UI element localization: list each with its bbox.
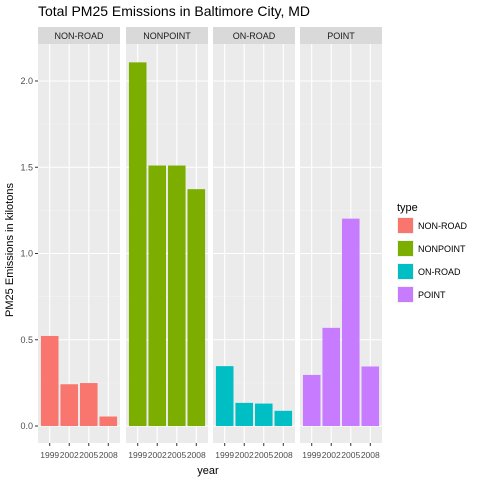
x-tick-label: 2005 (254, 450, 273, 460)
x-tick-label: 2008 (361, 450, 380, 460)
bar-point-2005 (341, 218, 360, 426)
bar-on-road-1999 (215, 366, 234, 426)
x-tick-label: 2005 (79, 450, 98, 460)
legend-swatch-nonpoint (398, 241, 413, 256)
legend-swatch-point (398, 287, 413, 302)
facet-strip (300, 27, 382, 44)
bar-on-road-2002 (235, 402, 254, 426)
y-tick-label: 1.5 (20, 162, 33, 172)
x-tick-label: 2005 (167, 450, 186, 460)
x-tick-label: 1999 (302, 450, 321, 460)
y-tick-label: 2.0 (20, 76, 33, 86)
x-tick-label: 1999 (128, 450, 147, 460)
x-tick-label: 2002 (60, 450, 79, 460)
bar-point-2002 (322, 327, 341, 426)
y-tick-label: 0.0 (20, 421, 33, 431)
bar-non-road-1999 (40, 335, 59, 426)
legend-swatch-non-road (398, 218, 413, 233)
bar-non-road-2008 (99, 416, 118, 426)
facet-panel-non-road: NON-ROAD 1999 2002 2005 2008 (38, 27, 120, 460)
facet-strip (38, 27, 120, 44)
facet-strip (126, 27, 208, 44)
legend-title: type (397, 202, 418, 214)
y-axis-label: PM25 Emissions in kilotons (4, 183, 16, 317)
bar-on-road-2005 (254, 403, 273, 426)
y-tick-label: 1.0 (20, 249, 33, 259)
bar-non-road-2002 (60, 384, 79, 426)
y-axis: 0.0 0.5 1.0 1.5 2.0 (20, 76, 38, 431)
x-tick-label: 2002 (322, 450, 341, 460)
bar-non-road-2005 (79, 383, 98, 426)
bar-nonpoint-2008 (187, 189, 206, 426)
x-tick-label: 2008 (187, 450, 206, 460)
bar-nonpoint-1999 (128, 62, 147, 427)
facet-panel-nonpoint: NONPOINT 1999 2002 2005 2008 (126, 27, 208, 460)
y-tick-label: 0.5 (20, 335, 33, 345)
facet-strip-label: NONPOINT (143, 31, 191, 41)
bar-on-road-2008 (274, 410, 293, 426)
facet-panel-on-road: ON-ROAD 1999 2002 2005 2008 (213, 27, 295, 460)
bar-nonpoint-2005 (167, 165, 186, 426)
x-tick-label: 2005 (341, 450, 360, 460)
x-tick-label: 1999 (40, 450, 59, 460)
legend-label: ON-ROAD (418, 267, 461, 277)
legend-label: NONPOINT (418, 244, 466, 254)
facet-strip-label: ON-ROAD (233, 31, 276, 41)
x-tick-label: 1999 (215, 450, 234, 460)
legend-label: NON-ROAD (418, 221, 467, 231)
chart-title: Total PM25 Emissions in Baltimore City, … (38, 3, 310, 19)
bar-point-2008 (361, 366, 380, 426)
legend-label: POINT (418, 290, 446, 300)
legend-swatch-on-road (398, 264, 413, 279)
facet-strip-label: POINT (327, 31, 355, 41)
x-tick-label: 2002 (148, 450, 167, 460)
facet-strip (213, 27, 295, 44)
x-tick-label: 2002 (235, 450, 254, 460)
facet-panel-point: POINT 1999 2002 2005 2008 (300, 27, 382, 460)
x-tick-label: 2008 (99, 450, 118, 460)
x-tick-label: 2008 (274, 450, 293, 460)
bar-point-1999 (302, 374, 321, 426)
facet-strip-label: NON-ROAD (55, 31, 104, 41)
legend: type NON-ROAD NONPOINT ON-ROAD POINT (397, 202, 467, 303)
bar-nonpoint-2002 (148, 165, 167, 426)
x-axis-label: year (197, 465, 219, 477)
